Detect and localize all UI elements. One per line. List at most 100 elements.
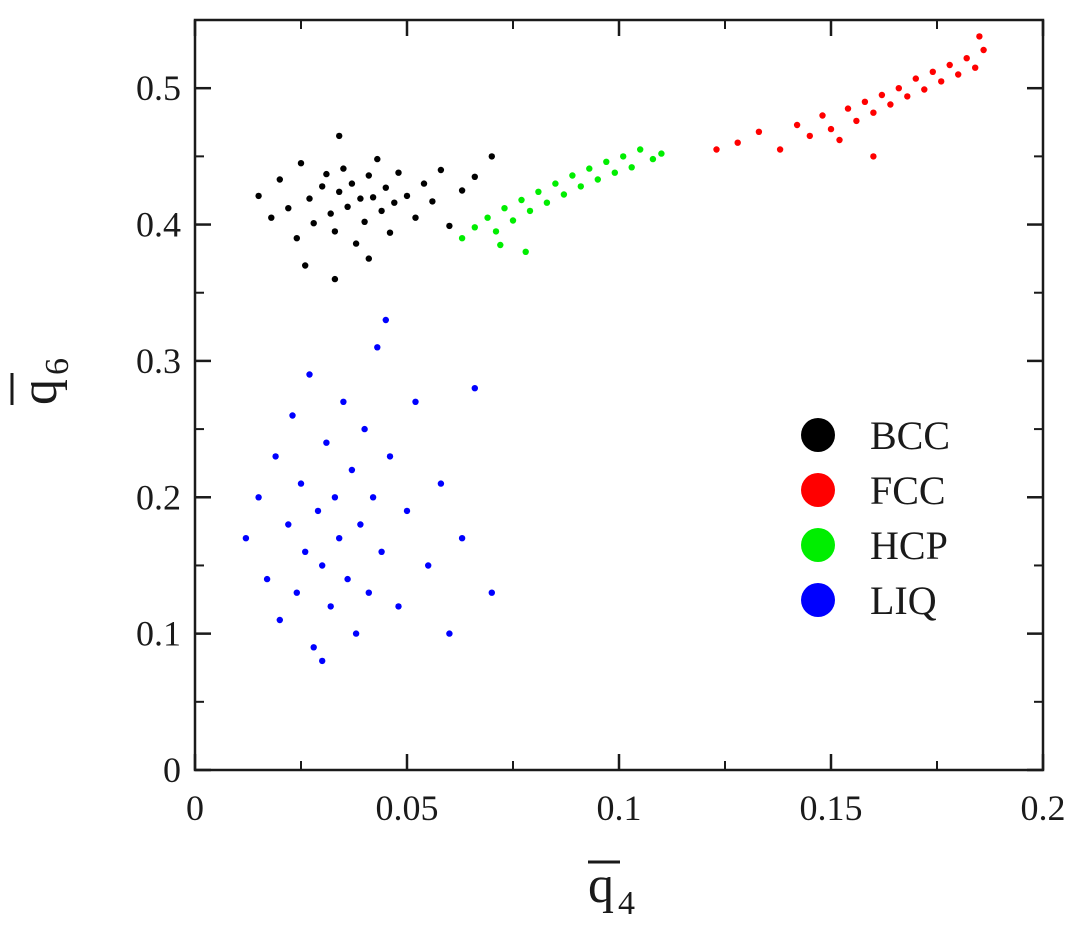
- y-tick-label-5: 0.5: [136, 68, 181, 108]
- point-liq-23: [361, 425, 368, 433]
- point-liq-28: [386, 453, 394, 460]
- y-axis-label-text: q: [11, 379, 68, 405]
- point-hcp-14: [586, 165, 593, 172]
- point-fcc-14: [895, 85, 902, 92]
- point-bcc-34: [471, 173, 478, 180]
- y-tick-label-0: 0: [163, 750, 181, 790]
- point-liq-36: [471, 385, 478, 392]
- point-hcp-18: [620, 153, 627, 160]
- point-bcc-38: [365, 255, 372, 262]
- point-liq-9: [302, 548, 309, 555]
- points-layer: [242, 33, 987, 665]
- point-liq-29: [395, 603, 402, 610]
- point-hcp-11: [560, 191, 568, 198]
- legend-marker-bcc: [801, 418, 835, 452]
- point-bcc-36: [302, 262, 309, 269]
- point-fcc-8: [844, 105, 852, 112]
- point-fcc-1: [755, 128, 763, 135]
- point-liq-20: [348, 466, 356, 474]
- point-bcc-9: [323, 170, 330, 178]
- point-hcp-9: [543, 199, 551, 206]
- point-liq-21: [352, 630, 360, 637]
- point-liq-1: [255, 494, 262, 501]
- point-bcc-0: [255, 192, 262, 200]
- point-bcc-39: [336, 132, 343, 140]
- legend-label-liq: LIQ: [870, 578, 937, 623]
- x-tick-label-4: 0.2: [1021, 788, 1066, 828]
- point-liq-27: [378, 548, 385, 555]
- x-tick-label-3: 0.15: [800, 788, 863, 828]
- point-fcc-13: [887, 101, 894, 108]
- point-bcc-26: [395, 169, 402, 176]
- legend: BCC FCC HCP LIQ: [801, 413, 950, 623]
- y-tick-label-3: 0.3: [136, 341, 181, 381]
- point-hcp-12: [569, 172, 576, 179]
- point-bcc-7: [310, 220, 317, 227]
- point-fcc-12: [878, 91, 886, 99]
- point-bcc-24: [386, 229, 394, 236]
- point-liq-19: [344, 575, 351, 583]
- y-tick-label-4: 0.4: [136, 205, 181, 245]
- x-axis-label-text: q: [588, 857, 614, 914]
- point-bcc-19: [365, 172, 372, 179]
- point-bcc-1: [268, 214, 275, 221]
- x-tick-label-1: 0.05: [376, 788, 439, 828]
- point-bcc-3: [285, 205, 292, 212]
- point-liq-17: [336, 535, 343, 542]
- point-liq-15: [327, 603, 334, 610]
- point-bcc-18: [361, 218, 368, 225]
- point-bcc-16: [352, 240, 360, 247]
- point-liq-33: [437, 480, 445, 487]
- point-fcc-16: [912, 75, 919, 82]
- point-hcp-2: [484, 214, 491, 221]
- point-bcc-30: [429, 198, 436, 205]
- point-fcc-19: [938, 78, 945, 85]
- point-fcc-6: [827, 125, 835, 133]
- point-fcc-20: [946, 61, 953, 69]
- point-liq-3: [272, 453, 279, 460]
- series-bcc: [255, 132, 495, 283]
- point-liq-38: [319, 657, 326, 665]
- series-liq: [242, 316, 495, 665]
- point-hcp-20: [637, 146, 644, 153]
- point-liq-24: [365, 589, 372, 596]
- point-fcc-18: [929, 68, 936, 76]
- point-fcc-26: [713, 146, 720, 153]
- point-liq-35: [458, 535, 466, 542]
- point-liq-34: [446, 630, 453, 637]
- series-fcc: [713, 33, 987, 160]
- point-hcp-24: [497, 241, 504, 249]
- point-hcp-17: [611, 169, 618, 176]
- point-bcc-23: [382, 184, 389, 191]
- point-liq-7: [293, 589, 300, 596]
- legend-label-hcp: HCP: [870, 523, 948, 568]
- point-bcc-27: [403, 192, 411, 200]
- point-hcp-6: [518, 196, 525, 204]
- legend-marker-fcc: [801, 473, 835, 507]
- x-tick-label-2: 0.1: [597, 788, 642, 828]
- point-liq-39: [382, 316, 389, 324]
- point-liq-0: [242, 535, 250, 542]
- point-liq-12: [314, 507, 322, 515]
- point-fcc-10: [861, 98, 869, 106]
- point-bcc-4: [293, 235, 300, 242]
- point-bcc-12: [336, 188, 343, 195]
- point-liq-16: [331, 494, 339, 501]
- point-hcp-22: [658, 150, 665, 157]
- point-fcc-22: [963, 55, 970, 62]
- legend-marker-liq: [801, 583, 835, 617]
- point-hcp-1: [471, 224, 478, 231]
- point-hcp-3: [492, 228, 500, 235]
- legend-marker-hcp: [801, 528, 835, 562]
- point-hcp-16: [603, 158, 610, 165]
- point-fcc-11: [870, 109, 877, 116]
- point-fcc-27: [870, 153, 877, 160]
- point-liq-13: [319, 562, 326, 569]
- point-hcp-4: [501, 205, 508, 212]
- x-axis-label: q 4: [588, 857, 635, 922]
- legend-label-bcc: BCC: [870, 413, 950, 458]
- point-hcp-8: [535, 188, 542, 195]
- point-liq-22: [357, 521, 364, 528]
- point-bcc-13: [340, 165, 347, 172]
